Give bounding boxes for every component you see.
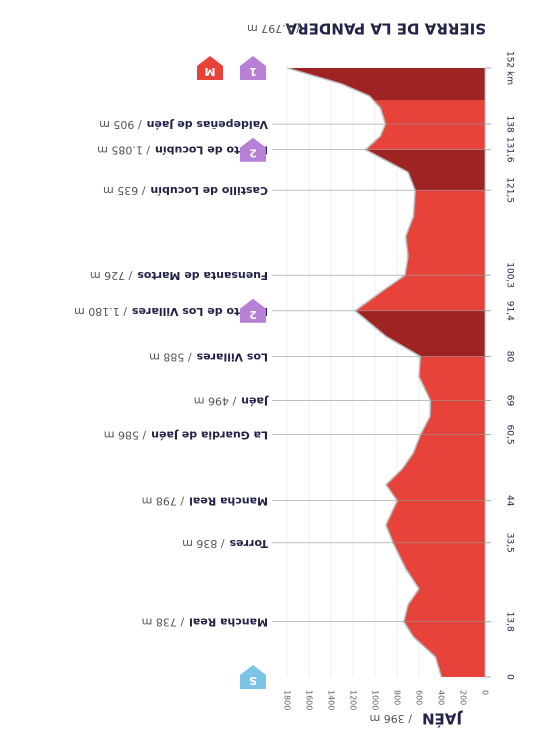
- waypoint-alt: / 726 m: [90, 269, 132, 282]
- waypoint-alt: / 586 m: [104, 429, 146, 442]
- x-tick-label: 100,3: [505, 262, 515, 288]
- x-tick-label: 44: [505, 495, 515, 507]
- waypoint-alt: / 905 m: [99, 118, 141, 131]
- profile-line: [287, 67, 443, 678]
- y-tick-label: 600: [415, 690, 424, 705]
- waypoint-alt: / 738 m: [142, 616, 184, 629]
- x-tick-label: 121,5: [505, 177, 515, 203]
- waypoint-name: Jaén: [241, 395, 269, 408]
- start: JAÉN: [422, 710, 463, 729]
- waypoint-name: Castillo de Locubín: [150, 184, 268, 197]
- badge: [197, 56, 223, 80]
- x-tick-label: 91,4: [505, 301, 515, 321]
- x-tick-label: 33,5: [505, 533, 515, 553]
- waypoint-name: Los Villares: [196, 350, 268, 363]
- x-tick-label: 60,5: [505, 425, 515, 445]
- x-tick-label: 80: [505, 351, 515, 363]
- start-alt: / 396 m: [370, 712, 412, 725]
- x-tick-label: 138: [505, 115, 515, 132]
- badge: [240, 665, 266, 689]
- badge-label: 1: [249, 65, 257, 78]
- x-tick-label: 152 km: [505, 51, 515, 85]
- waypoint-alt: / 1.180 m: [74, 305, 127, 318]
- y-tick-label: 400: [437, 690, 446, 705]
- waypoint-alt: / 798 m: [142, 495, 184, 508]
- x-tick-label: 0: [505, 674, 515, 680]
- climb: [287, 310, 485, 357]
- climb: [287, 68, 485, 101]
- y-tick-label: 1600: [305, 690, 314, 710]
- waypoint-alt: / 635 m: [103, 184, 145, 197]
- waypoint-alt: / 588 m: [149, 350, 191, 363]
- y-tick-label: 1800: [283, 690, 292, 710]
- waypoint-name: Valdepeñas de Jaén: [147, 118, 268, 131]
- y-tick-label: 1400: [327, 690, 336, 710]
- y-tick-label: 800: [393, 690, 402, 705]
- waypoint-name: Puerto de Locubín: [155, 144, 268, 157]
- waypoint-alt: / 496 m: [194, 395, 236, 408]
- y-tick-label: 0: [481, 690, 490, 695]
- x-tick-label: 13,8: [505, 612, 515, 632]
- badge-label: M: [205, 65, 216, 78]
- waypoint-alt: / 1.085 m: [97, 144, 150, 157]
- waypoint-name: Puerto de Los Villares: [132, 305, 268, 318]
- badge-label: S: [249, 674, 257, 687]
- waypoint-alt: / 836 m: [182, 537, 224, 550]
- badge-label: 2: [249, 147, 257, 160]
- waypoint-name: Torres: [229, 537, 268, 550]
- y-tick-label: 200: [459, 690, 468, 705]
- waypoint-name: Fuensanta de Martos: [137, 269, 268, 282]
- profile-area: [287, 68, 485, 677]
- title-alt: / 1.797 m: [247, 22, 300, 35]
- badge-label: 2: [249, 308, 257, 321]
- waypoint-name: La Guardia de Jaén: [151, 429, 268, 442]
- badge: [240, 298, 266, 323]
- y-tick-label: 1200: [349, 690, 358, 710]
- badge: [240, 56, 266, 80]
- waypoint-name: Mancha Real: [189, 616, 268, 629]
- waypoint-name: Mancha Real: [189, 495, 268, 508]
- x-tick-label: 131,6: [505, 137, 515, 163]
- x-tick-label: 69: [505, 395, 515, 407]
- title: SIERRA DE LA PANDERA: [285, 20, 486, 38]
- badge: [240, 137, 266, 162]
- y-tick-label: 1000: [371, 690, 380, 710]
